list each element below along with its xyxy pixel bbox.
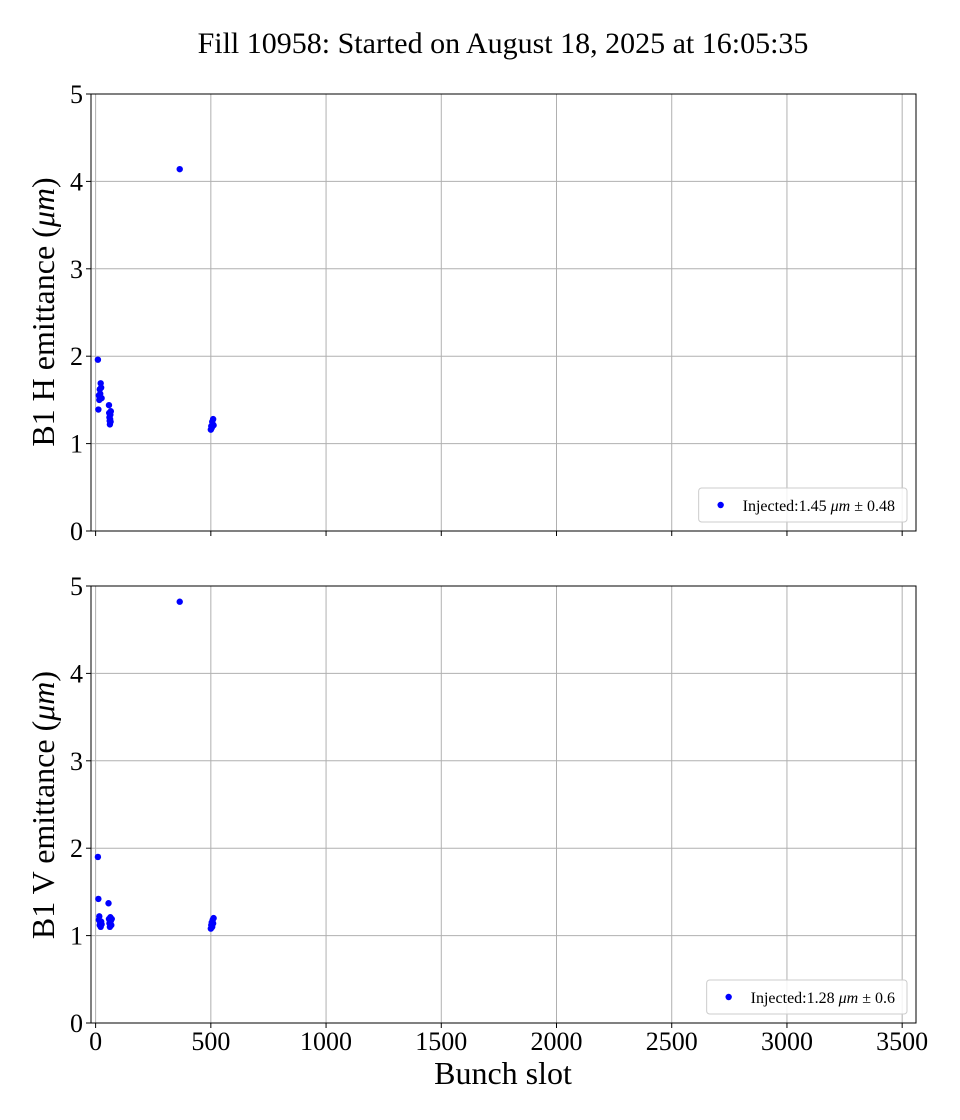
data-point [107,408,115,415]
data-point [98,921,105,928]
data-point [209,415,217,423]
data-point [95,406,102,413]
legend-marker [717,501,724,509]
x-tick-label: 0 [89,1027,102,1056]
data-point [209,920,217,927]
data-point [107,418,114,425]
plot-frame [90,585,917,1024]
x-tick-label: 3500 [876,1027,928,1056]
top-y-axis-label: B1 H emittance (μm) [25,177,61,446]
data-point [94,356,102,363]
data-point [98,394,105,402]
data-point [176,165,183,173]
data-point [105,900,112,907]
figure-title: Fill 10958: Started on August 18, 2025 a… [198,27,809,60]
y-tick-label: 2 [70,834,83,863]
data-point [105,401,113,409]
legend-label: Injected:1.28 μm ± 0.6 [751,990,895,1007]
top-panel: 0 1 2 3 4 5 Injected:1.45 μm ± 0.48 [70,80,917,546]
y-tick-label: 5 [70,572,83,601]
legend-box [706,979,908,1015]
x-tick-label: 1500 [415,1027,467,1056]
data-point [210,914,217,922]
y-tick-label: 4 [70,659,83,688]
legend-label: Injected:1.45 μm ± 0.48 [743,498,895,515]
data-point [108,921,115,929]
y-tick-label: 3 [70,747,83,776]
legend-box [698,487,908,523]
data-point [95,895,102,903]
y-tick-label: 0 [70,517,83,546]
data-point [97,384,105,391]
y-tick-label: 1 [70,430,83,459]
data-point [108,915,115,923]
bottom-y-axis-label: B1 V emittance (μm) [25,671,61,939]
x-tick-label: 2000 [531,1027,583,1056]
bottom-panel: 0 500 1000 1500 2000 2500 3000 3500 0 1 2 3 4 5 Inject… [70,572,928,1056]
y-tick-label: 0 [70,1009,83,1038]
data-point [210,422,217,429]
x-tick-label: 2500 [646,1027,698,1056]
data-point [176,598,183,605]
data-point [94,853,102,861]
legend: Injected:1.45 μm ± 0.48 [698,487,908,523]
y-tick-label: 1 [70,922,83,951]
x-axis-label: Bunch slot [434,1055,572,1091]
legend-marker [725,993,732,1001]
x-tick-label: 1000 [300,1027,352,1056]
y-tick-label: 3 [70,255,83,284]
y-tick-label: 2 [70,342,83,371]
data-point [96,913,103,920]
x-tick-label: 3000 [761,1027,813,1056]
y-tick-label: 5 [70,80,83,109]
y-tick-label: 4 [70,167,83,196]
legend: Injected:1.28 μm ± 0.6 [706,979,908,1015]
x-tick-label: 500 [191,1027,230,1056]
plot-frame [90,93,917,532]
